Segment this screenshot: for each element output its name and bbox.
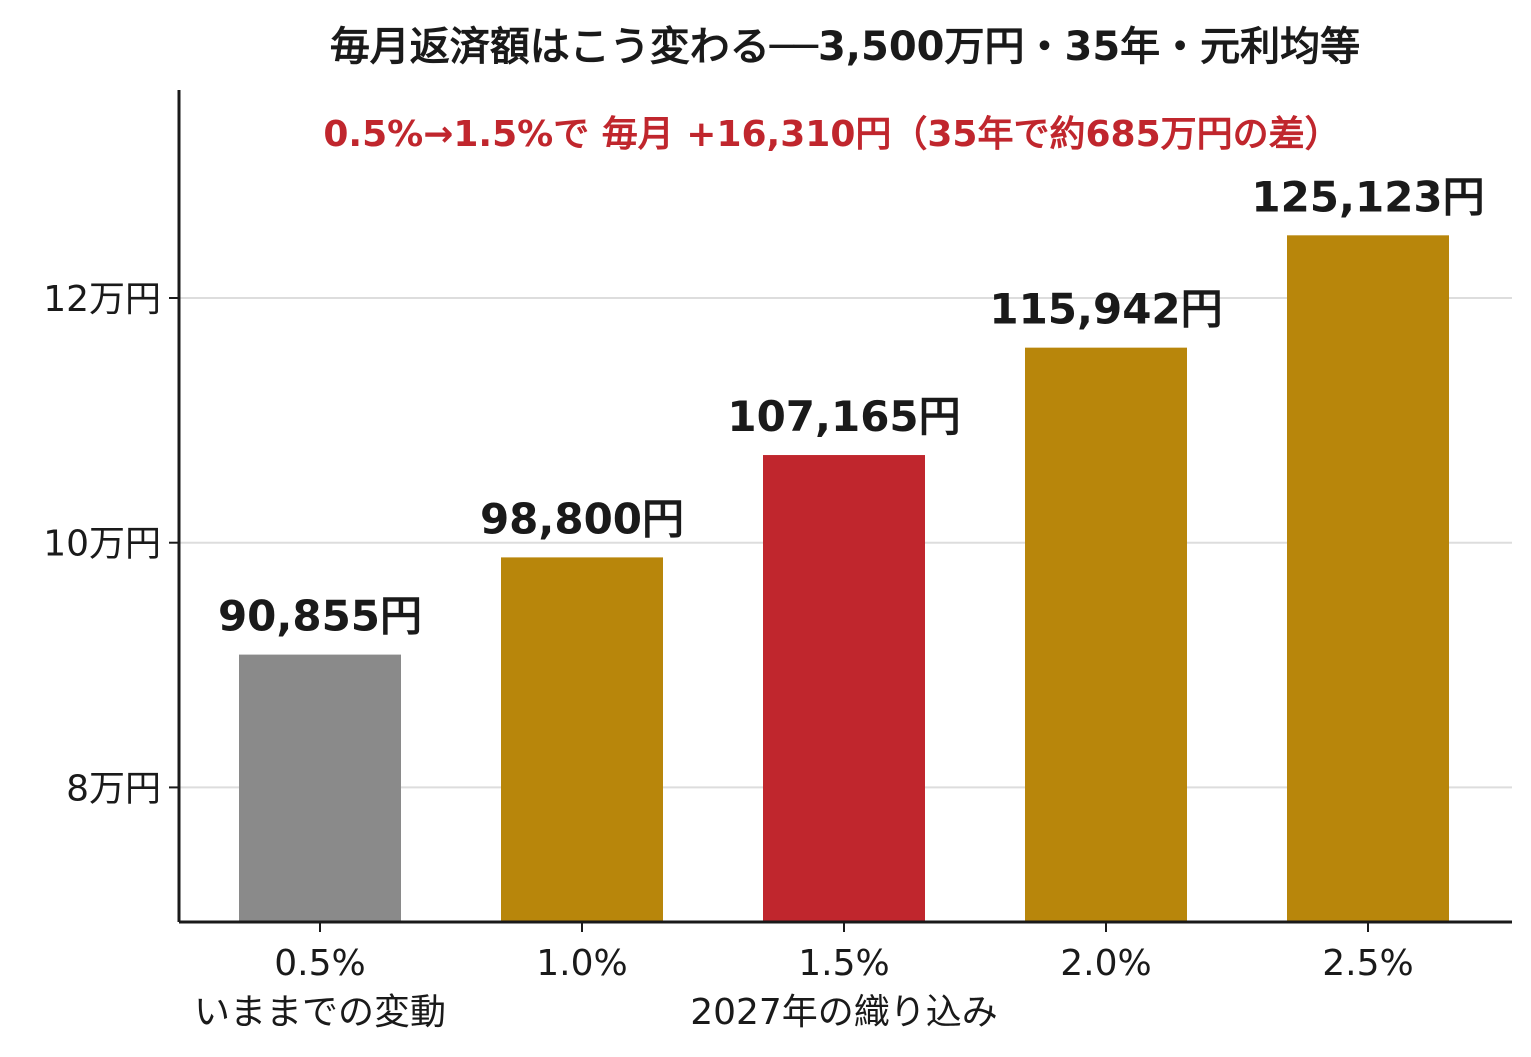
- y-tick-label: 8万円: [66, 768, 161, 809]
- x-tick-label: 2.0%: [1060, 943, 1151, 984]
- x-tick-label: 2.5%: [1322, 943, 1413, 984]
- bar-value-label: 107,165円: [727, 392, 960, 441]
- bar: [501, 557, 663, 922]
- bar-value-label: 98,800円: [480, 494, 684, 543]
- bar-value-label: 115,942円: [989, 285, 1222, 334]
- group-label: 2027年の織り込み: [690, 992, 998, 1033]
- bar: [239, 654, 401, 922]
- chart-annotation: 0.5%→1.5%で 毎月 +16,310円（35年で約685万円の差）: [323, 114, 1340, 155]
- x-tick-label: 0.5%: [274, 943, 365, 984]
- x-ticks: 0.5% 1.0% 1.5% 2.0% 2.5%: [274, 922, 1414, 984]
- x-tick-label: 1.0%: [536, 943, 627, 984]
- axes: [177, 90, 1512, 924]
- group-label: いままでの変動: [194, 992, 446, 1033]
- bar-value-label: 90,855円: [218, 592, 422, 641]
- y-tick-label: 10万円: [43, 524, 161, 565]
- group-labels: いままでの変動 2027年の織り込み: [194, 992, 998, 1033]
- y-ticks: 8万円 10万円 12万円: [43, 279, 179, 809]
- bar: [1287, 235, 1449, 922]
- bars: [239, 235, 1449, 922]
- bar: [1025, 347, 1187, 922]
- chart-title: 毎月返済額はこう変わる──3,500万円・35年・元利均等: [330, 24, 1360, 70]
- x-tick-label: 1.5%: [798, 943, 889, 984]
- y-tick-label: 12万円: [43, 279, 161, 320]
- bar-value-label: 125,123円: [1251, 172, 1484, 221]
- value-labels: 90,855円 98,800円 107,165円 115,942円 125,123円: [218, 172, 1485, 640]
- bar: [763, 455, 925, 922]
